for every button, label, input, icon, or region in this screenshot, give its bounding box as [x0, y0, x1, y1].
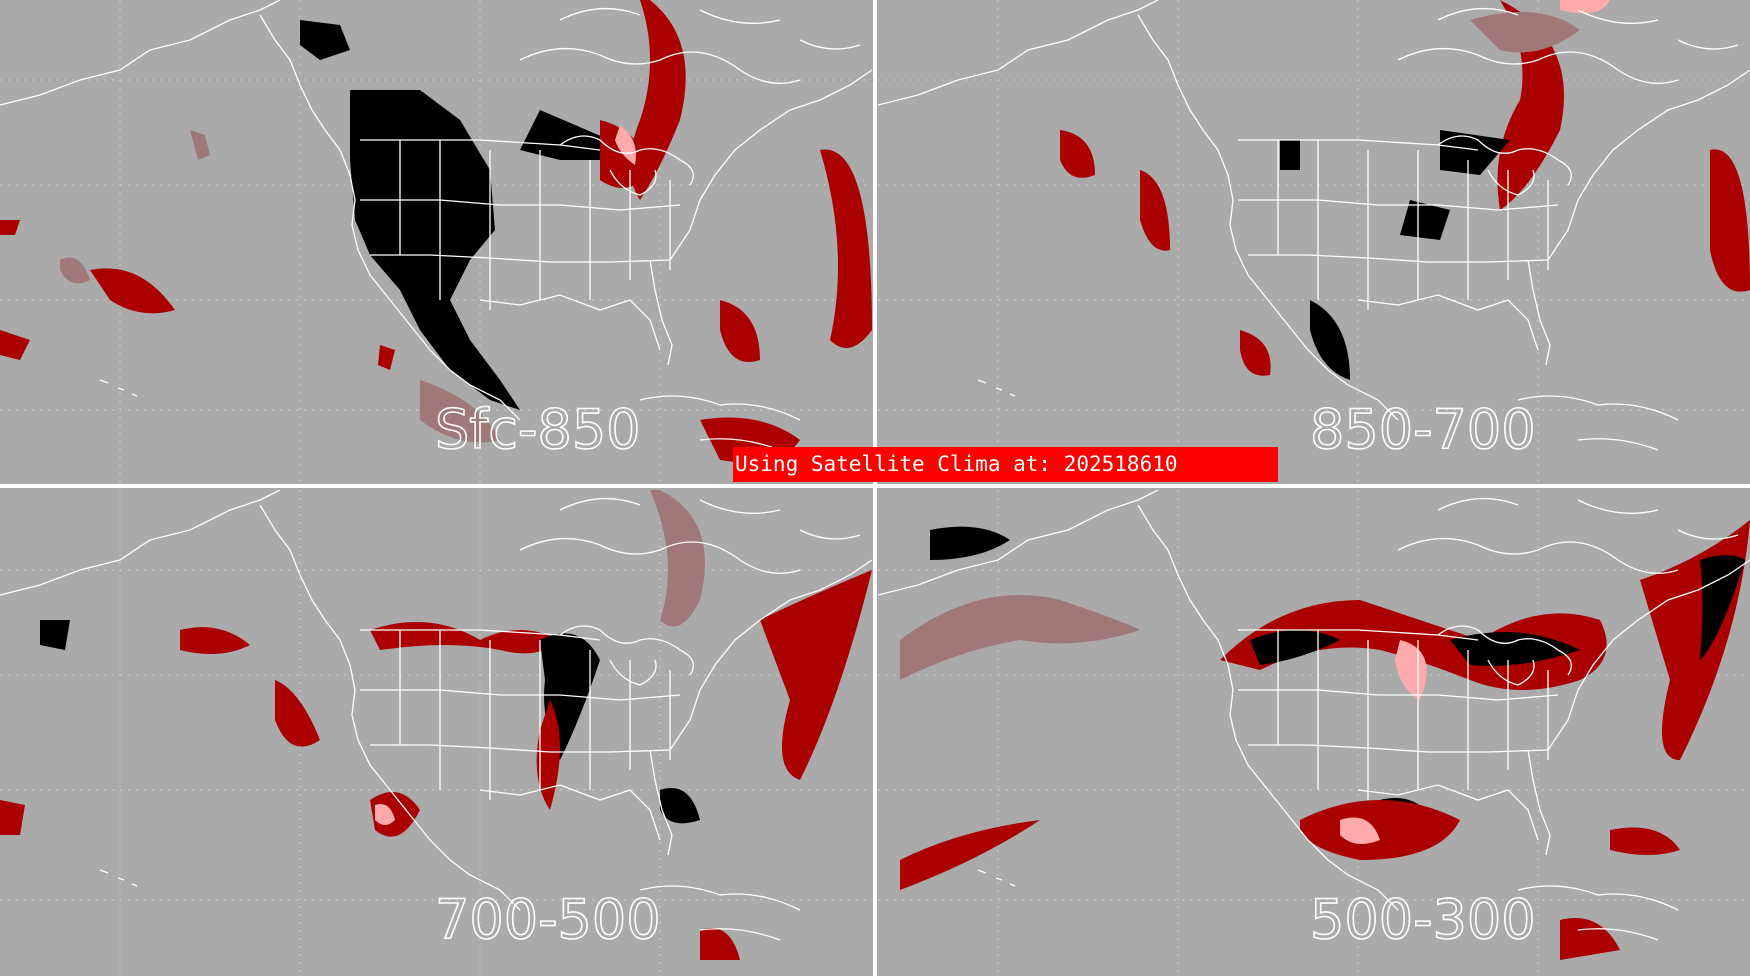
- panel-700-500: [0, 490, 872, 976]
- panel-850-700: [878, 0, 1750, 486]
- cloud-layer: [900, 520, 1750, 960]
- cloud-layer: [0, 0, 872, 463]
- panel-title-500-300: 500-300: [1310, 888, 1536, 951]
- panel-title-700-500: 700-500: [435, 888, 661, 951]
- panel-title-sfc-850: Sfc-850: [435, 398, 641, 461]
- panel-500-300: [878, 490, 1750, 976]
- satellite-clima-banner: Using Satellite Clima at: 202518610: [733, 447, 1278, 482]
- cloud-layer: [1060, 0, 1750, 380]
- panel-title-850-700: 850-700: [1310, 398, 1536, 461]
- horizontal-divider: [0, 484, 1750, 488]
